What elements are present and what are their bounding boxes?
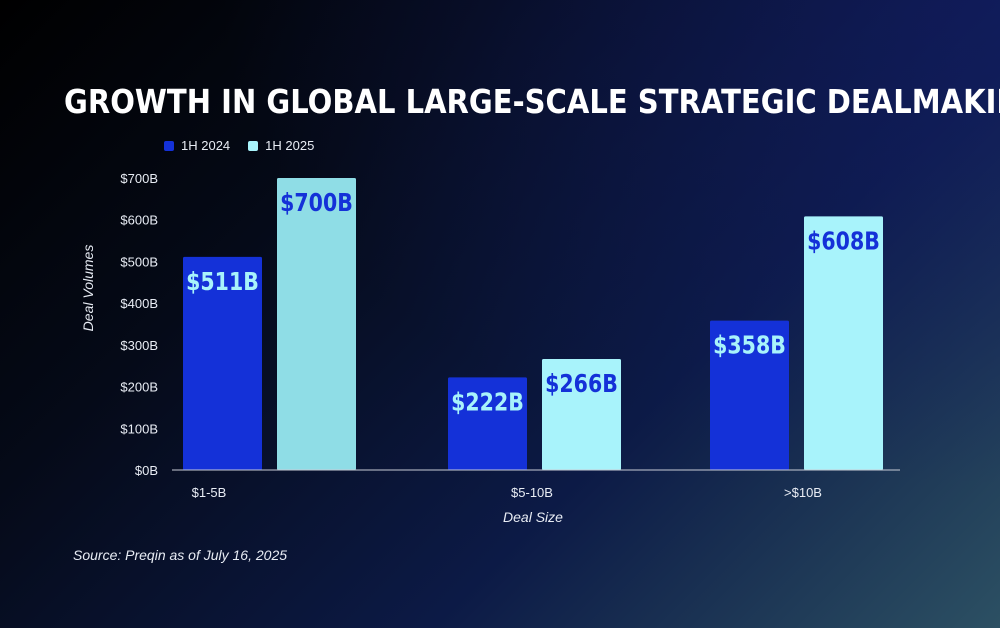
y-axis-ticks: $0B $100B $200B $300B $400B $500B $600B $700B xyxy=(120,171,158,478)
bar-1h2025 xyxy=(277,178,356,470)
x-axis-label: Deal Size xyxy=(503,509,563,525)
x-tick-label: >$10B xyxy=(784,485,822,500)
legend-swatch-1h2024 xyxy=(164,140,174,151)
y-tick-label: $300B xyxy=(120,338,158,353)
y-tick-label: $700B xyxy=(120,171,158,186)
bar-value-label: $358B xyxy=(713,332,786,360)
bar-value-label: $700B xyxy=(280,189,353,217)
y-tick-label: $500B xyxy=(120,254,158,269)
source-note: Source: Preqin as of July 16, 2025 xyxy=(73,547,288,563)
bars xyxy=(183,178,883,470)
legend-item-1h2025: 1H 2025 xyxy=(248,138,314,153)
bar-value-label: $608B xyxy=(807,228,880,256)
bar-1h2025 xyxy=(804,216,883,470)
legend-swatch-1h2025 xyxy=(248,140,259,151)
x-axis-ticks: $1-5B $5-10B >$10B xyxy=(192,485,822,500)
bar-value-label: $511B xyxy=(186,268,259,296)
bar-1h2025 xyxy=(542,359,621,470)
y-tick-label: $600B xyxy=(120,213,158,228)
chart-title: GROWTH IN GLOBAL LARGE-SCALE STRATEGIC D… xyxy=(64,82,1000,121)
bar-1h2024 xyxy=(448,377,527,470)
y-tick-label: $200B xyxy=(120,380,158,395)
x-tick-label: $1-5B xyxy=(192,485,227,500)
y-tick-label: $100B xyxy=(120,421,158,436)
bar-value-label: $222B xyxy=(451,389,524,417)
legend-label-1h2024: 1H 2024 xyxy=(181,138,231,153)
x-tick-label: $5-10B xyxy=(511,485,553,500)
bar-labels: $511B $700B $222B $266B $358B $608B xyxy=(186,189,880,417)
y-axis-label: Deal Volumes xyxy=(80,245,96,332)
legend-label-1h2025: 1H 2025 xyxy=(265,138,315,153)
bar-value-label: $266B xyxy=(545,370,618,398)
bar-1h2024 xyxy=(183,256,262,470)
legend-item-1h2024: 1H 2024 xyxy=(164,138,230,153)
chart-legend: 1H 2024 1H 2025 xyxy=(164,138,314,153)
y-tick-label: $400B xyxy=(120,296,158,311)
bar-1h2024 xyxy=(710,320,789,470)
y-tick-label: $0B xyxy=(135,463,158,478)
